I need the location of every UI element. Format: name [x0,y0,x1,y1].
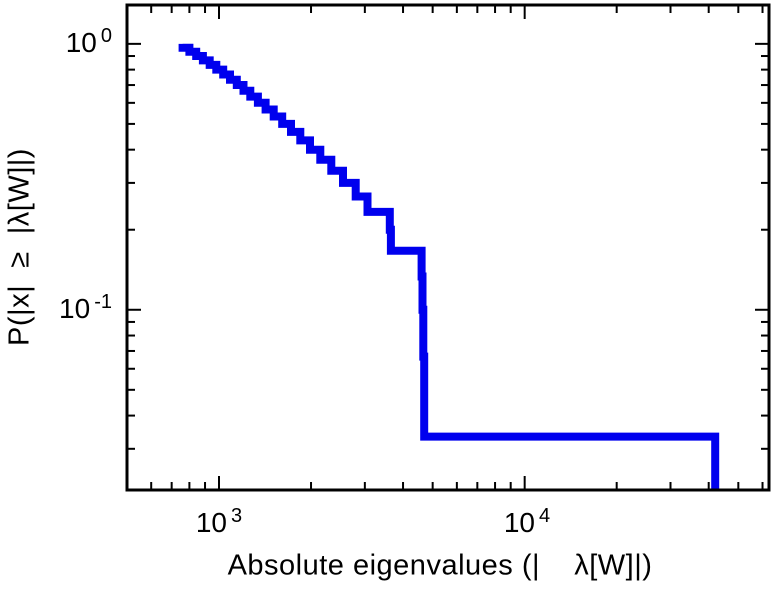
plot-frame [125,3,771,492]
x-tick-base: 10 [503,507,536,538]
x-tick-label-1e3: 10 3 [195,505,243,539]
y-tick-exponent: -1 [94,291,112,313]
ccdf-step-line [178,43,720,490]
x-tick-exponent: 3 [231,505,243,527]
x-tick-exponent: 4 [539,505,551,527]
y-tick-label-1e0: 10 0 [65,25,112,59]
y-tick-base: 10 [65,27,97,58]
y-axis-title: P(|x| ≥ |λ[W]|) [3,148,36,346]
x-tick-base: 10 [195,507,228,538]
y-tick-base: 10 [59,293,91,324]
y-tick-exponent: 0 [100,25,112,47]
x-tick-label-1e4: 10 4 [503,505,551,539]
x-axis-title: Absolute eigenvalues (| λ[W]|) [227,549,653,582]
y-tick-label-1e-1: 10 -1 [59,291,112,325]
